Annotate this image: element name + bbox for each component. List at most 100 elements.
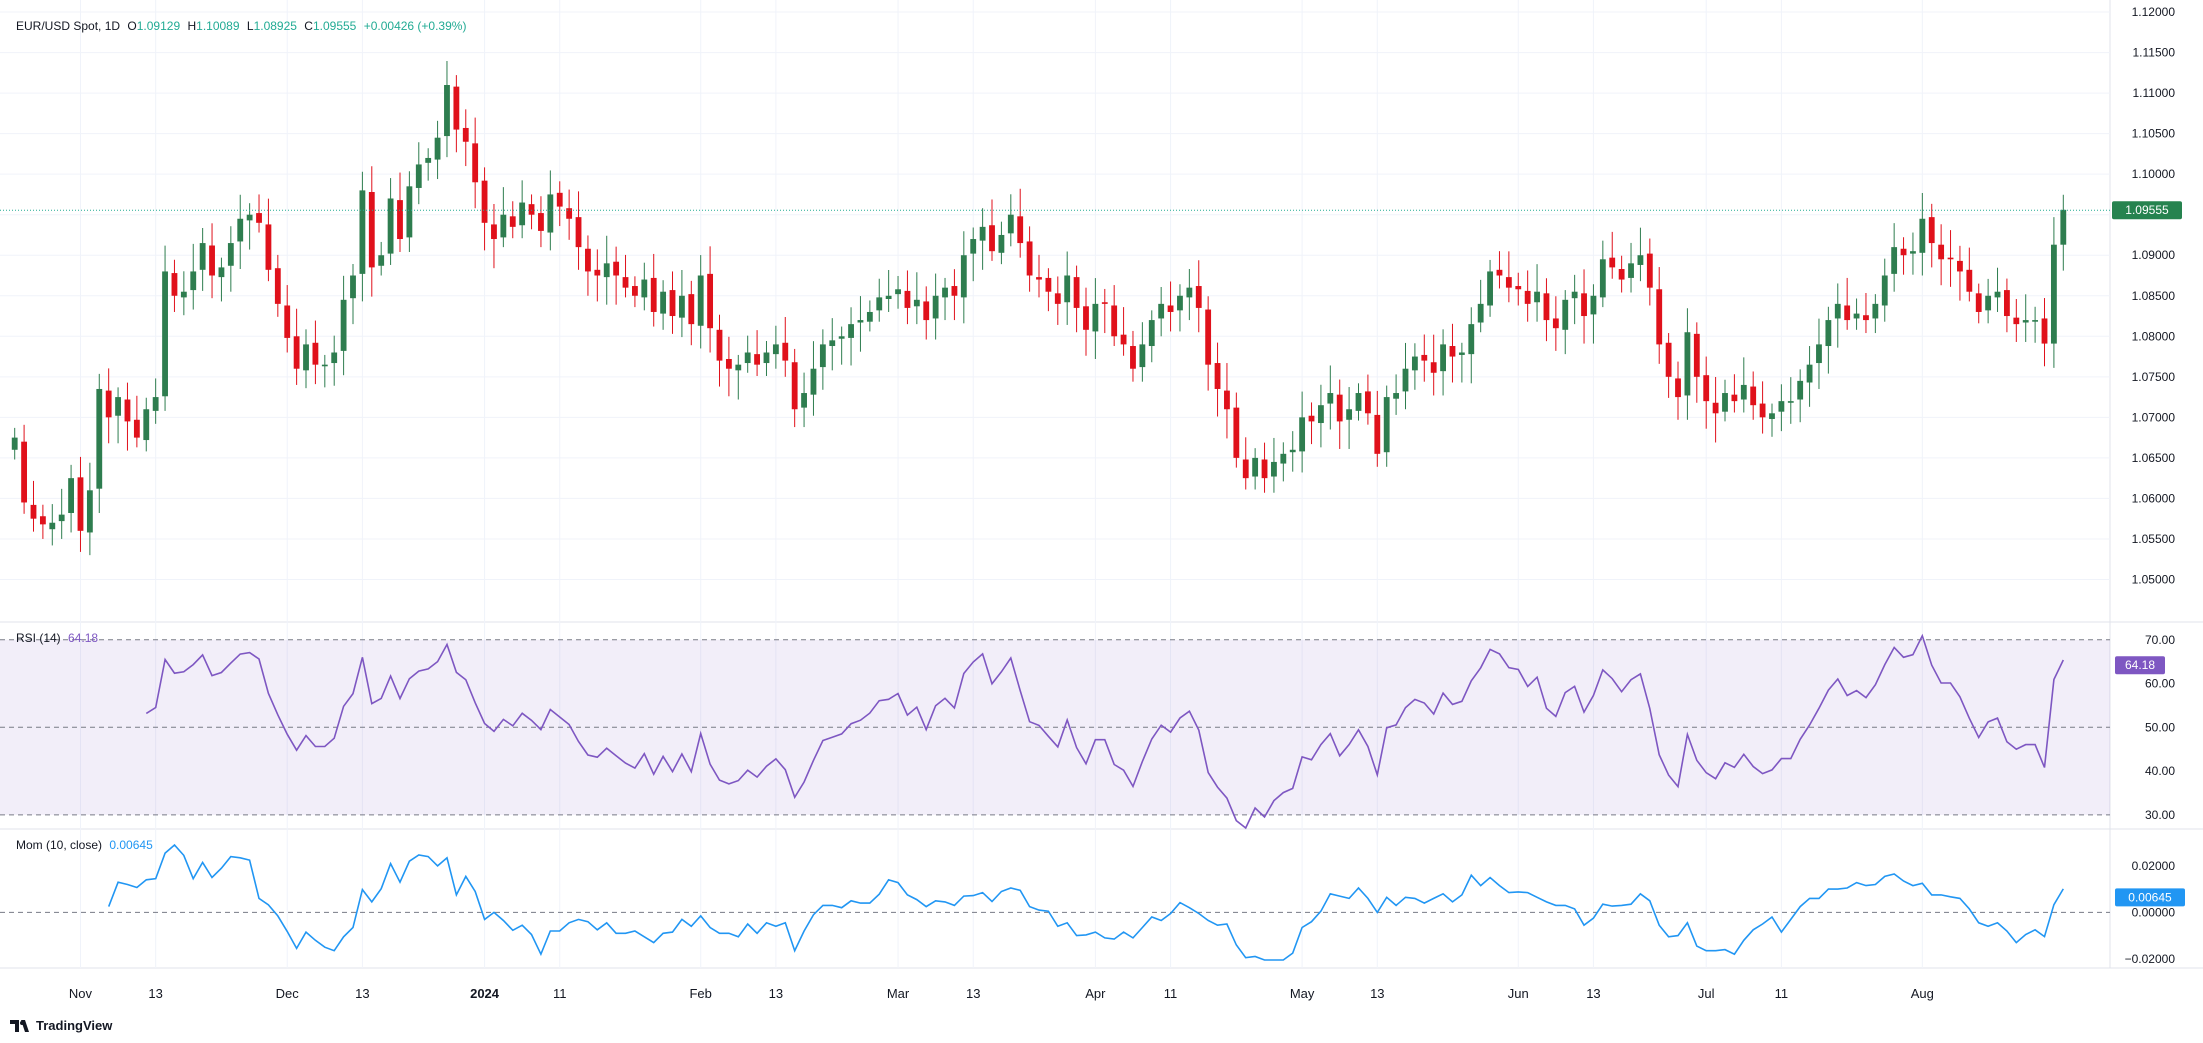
candle-body [801, 393, 807, 408]
candle-body [810, 368, 817, 395]
candle-body [538, 213, 544, 231]
candle-body [1816, 344, 1822, 364]
tradingview-logo[interactable]: TradingView [10, 1018, 112, 1033]
tradingview-logo-icon [10, 1019, 29, 1032]
candle-body [397, 200, 403, 240]
last-price-label: 1.09555 [2125, 203, 2169, 217]
candle-body [190, 271, 197, 291]
candle-body [1458, 352, 1465, 355]
candle-body [86, 490, 93, 533]
candle-body [1120, 334, 1127, 345]
mom-label[interactable]: Mom (10, close) [16, 838, 103, 852]
candle-body [754, 354, 760, 365]
candle-body [444, 85, 450, 137]
candle-body [180, 291, 187, 298]
candle-body [1505, 277, 1512, 288]
x-tick-label: Dec [276, 986, 300, 1001]
x-tick-label: 13 [148, 986, 162, 1001]
candle-body [1515, 286, 1522, 290]
price-tick-label: 1.08500 [2132, 289, 2176, 303]
candle-body [1966, 269, 1973, 292]
candle-body [49, 522, 56, 530]
x-tick-label: Mar [887, 986, 910, 1001]
candle-body [1552, 318, 1559, 329]
momentum-pane [0, 843, 2110, 961]
candle-body [951, 286, 958, 296]
change-value: +0.00426 (+0.39%) [363, 19, 467, 33]
candle-body [1778, 401, 1785, 412]
price-tick-label: 1.06500 [2132, 451, 2176, 465]
candle-body [1863, 315, 1869, 321]
candle-body [1440, 344, 1446, 372]
candle-body [876, 297, 883, 311]
candle-body [1938, 244, 1945, 260]
candle-body [1759, 403, 1766, 418]
mom-legend: Mom (10, close) 0.00645 [16, 838, 157, 852]
candle-body [227, 243, 234, 266]
candle-body [1834, 303, 1841, 319]
candle-body [105, 390, 112, 418]
candle-body [1571, 291, 1578, 299]
candle-body [1524, 290, 1531, 304]
rsi-label[interactable]: RSI (14) [16, 631, 61, 645]
candle-body [556, 192, 563, 207]
candle-body [2060, 209, 2067, 245]
candle-body [68, 478, 74, 514]
candle-body [321, 364, 328, 367]
candle-body [763, 352, 770, 364]
candle-body [1036, 277, 1042, 280]
low-label: L [246, 19, 254, 33]
candle-body [1383, 397, 1390, 453]
candle-body [1336, 394, 1343, 422]
candle-body [772, 344, 779, 355]
candle-body [1477, 303, 1484, 323]
candle-body [1599, 259, 1606, 298]
candle-body [1947, 257, 1954, 260]
candle-body [312, 342, 319, 365]
candle-body [791, 362, 798, 410]
candle-body [613, 261, 620, 276]
price-tick-label: 1.09000 [2132, 248, 2176, 262]
candle-body [716, 329, 723, 361]
candle-body [1355, 393, 1362, 411]
candle-body [1740, 384, 1747, 400]
candle-body [678, 295, 685, 318]
price-legend: EUR/USD Spot, 1D O1.09129 H1.10089 L1.08… [16, 19, 470, 33]
price-tick-label: 1.07500 [2132, 370, 2176, 384]
candle-body [434, 137, 441, 160]
candle-body [1346, 409, 1353, 420]
momentum-line [107, 843, 2064, 961]
price-tick-label: 1.05000 [2132, 572, 2176, 586]
close-label: C [304, 19, 313, 33]
candle-body [895, 289, 901, 295]
price-tick-label: 1.06000 [2132, 491, 2176, 505]
candle-body [641, 279, 648, 298]
last-price-badge [2112, 201, 2182, 220]
candle-body [2032, 320, 2039, 322]
momentum-tick-label: −0.02000 [2125, 952, 2176, 966]
candle-body [857, 320, 864, 323]
candle-body [472, 143, 479, 183]
candle-body [1195, 286, 1202, 308]
candle-body [1007, 214, 1014, 234]
rsi-legend: RSI (14) 64.18 [16, 631, 102, 645]
candle-body [594, 269, 601, 276]
candle-body [11, 437, 18, 450]
x-tick-label: 11 [1775, 986, 1789, 1001]
price-tick-label: 1.11500 [2133, 46, 2176, 60]
candle-body [923, 301, 930, 321]
candle-body [585, 248, 591, 272]
candle-body [1609, 257, 1616, 268]
candle-body [1994, 291, 2001, 298]
candle-body [425, 157, 432, 163]
candle-body [1045, 277, 1052, 292]
symbol-label[interactable]: EUR/USD Spot, 1D [16, 19, 121, 33]
candle-body [1787, 401, 1794, 403]
candle-body [932, 295, 939, 319]
candle-body [96, 388, 103, 489]
momentum-tick-label: 0.00000 [2132, 905, 2176, 919]
close-value: 1.09555 [312, 19, 357, 33]
x-tick-label: Nov [69, 986, 93, 1001]
candle-body [838, 336, 845, 339]
